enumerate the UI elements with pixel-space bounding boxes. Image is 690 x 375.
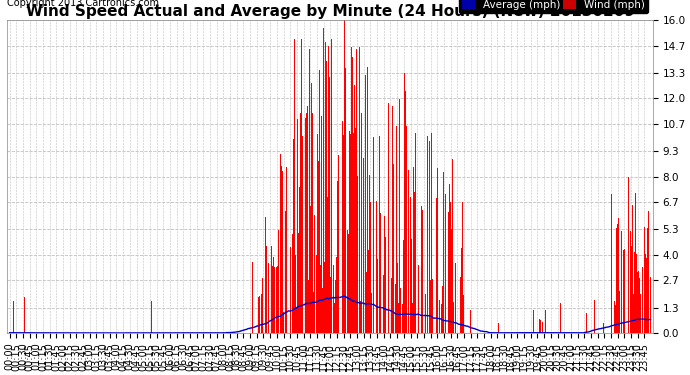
Title: Wind Speed Actual and Average by Minute (24 Hours) (New) 20130209: Wind Speed Actual and Average by Minute … bbox=[26, 4, 635, 19]
Legend: Average (mph), Wind (mph): Average (mph), Wind (mph) bbox=[460, 0, 648, 13]
Text: Copyright 2013 Cartronics.com: Copyright 2013 Cartronics.com bbox=[8, 0, 159, 8]
